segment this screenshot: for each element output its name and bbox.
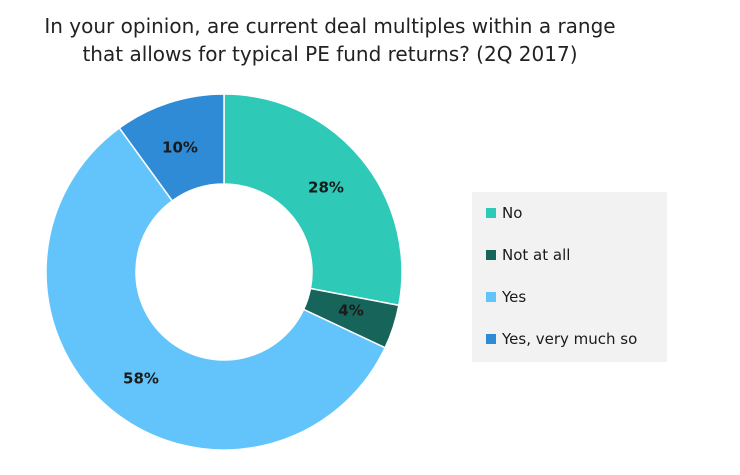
legend-swatch-no <box>486 208 496 218</box>
legend-label-yes: Yes <box>502 288 527 306</box>
legend-label-yes-very-much-so: Yes, very much so <box>502 330 638 348</box>
chart-title-line-1: In your opinion, are current deal multip… <box>44 14 616 38</box>
legend-item-not-at-all: Not at all <box>486 245 667 265</box>
legend-label-no: No <box>502 204 523 222</box>
legend-item-yes-very-much-so: Yes, very much so <box>486 329 667 349</box>
legend-label-not-at-all: Not at all <box>502 246 571 264</box>
data-label-yes: 58% <box>123 370 159 388</box>
donut-slice-no <box>223 93 403 307</box>
chart-legend: No Not at all Yes Yes, very much so <box>472 192 667 362</box>
donut-slice-yes-very-much-so <box>118 93 225 202</box>
data-label-no: 28% <box>308 179 344 197</box>
legend-swatch-yes-very-much-so <box>486 334 496 344</box>
data-label-not-at-all: 4% <box>338 302 363 320</box>
legend-swatch-yes <box>486 292 496 302</box>
chart-title-line-2: that allows for typical PE fund returns?… <box>82 42 578 66</box>
legend-item-no: No <box>486 203 667 223</box>
donut-slice-yes <box>45 126 387 451</box>
data-label-yes-very-much-so: 10% <box>162 139 198 157</box>
chart-title: In your opinion, are current deal multip… <box>0 12 660 68</box>
legend-swatch-not-at-all <box>486 250 496 260</box>
legend-item-yes: Yes <box>486 287 667 307</box>
